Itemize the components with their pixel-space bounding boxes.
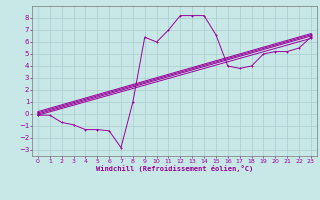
X-axis label: Windchill (Refroidissement éolien,°C): Windchill (Refroidissement éolien,°C) [96, 165, 253, 172]
